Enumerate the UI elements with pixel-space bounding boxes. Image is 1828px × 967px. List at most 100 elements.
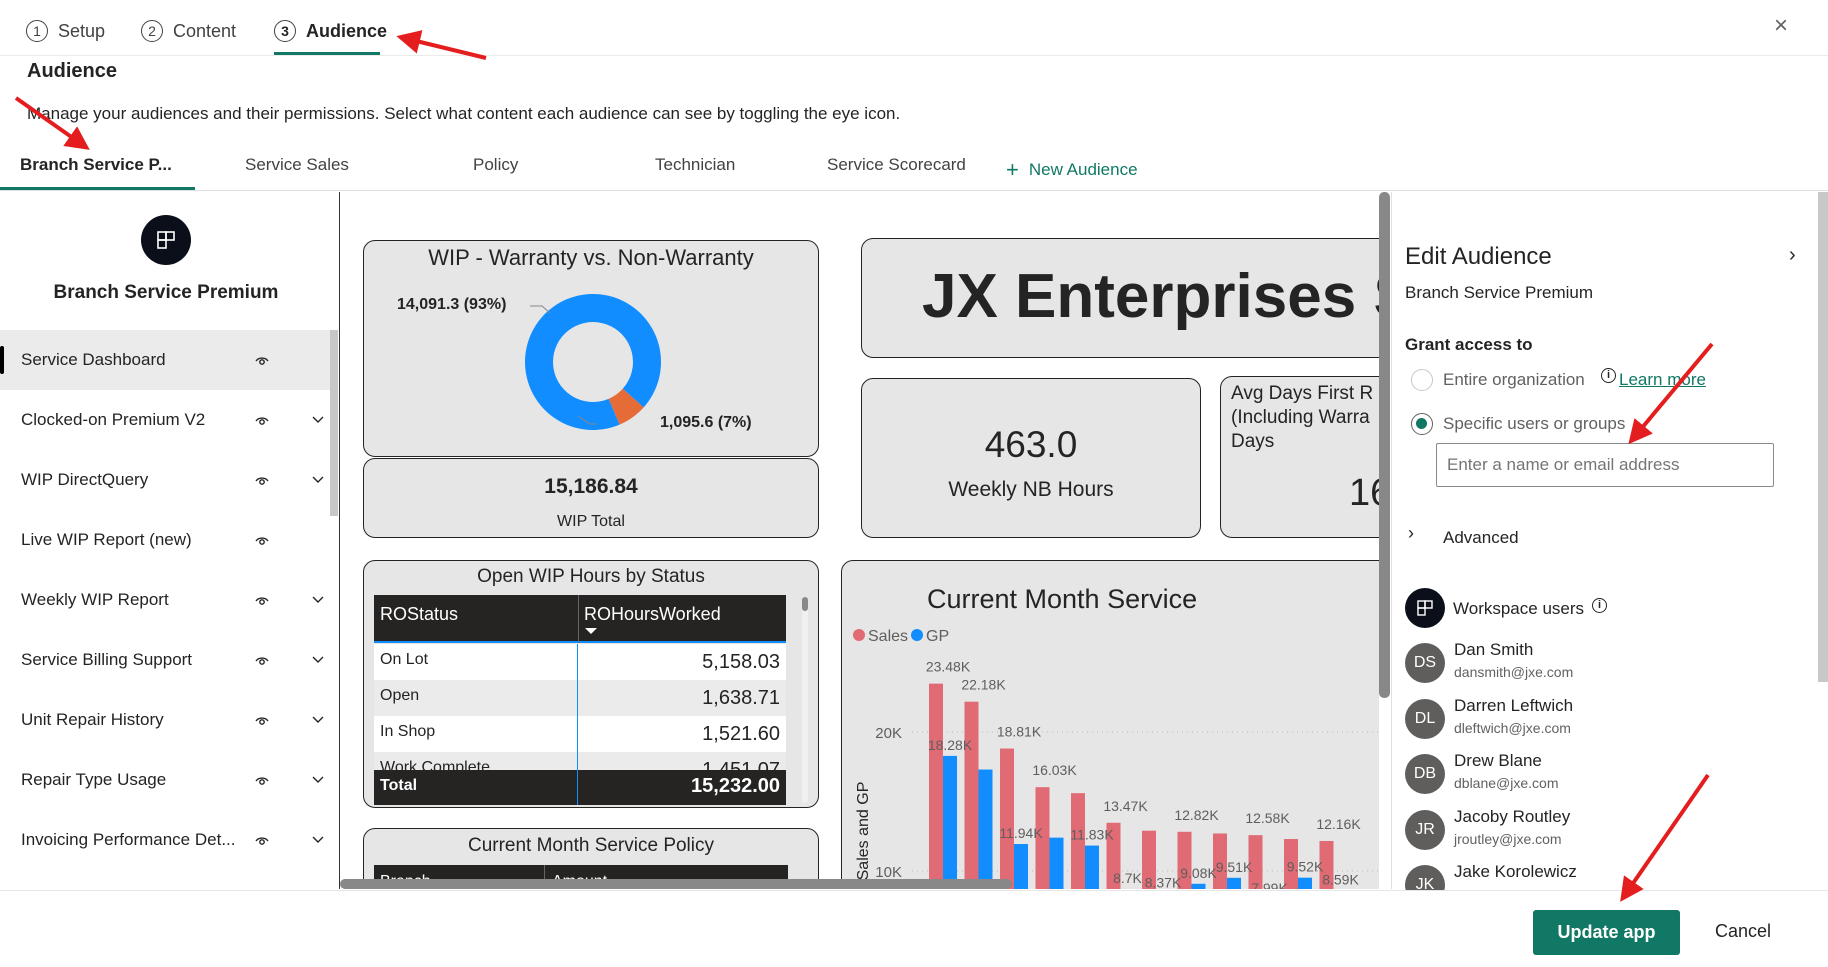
user-name: Jacoby Routley — [1454, 806, 1571, 826]
user-name: Dan Smith — [1454, 640, 1534, 659]
eye-icon[interactable] — [254, 532, 270, 548]
bar-gp[interactable] — [1298, 877, 1312, 889]
sidebar-item-label: Invoicing Performance Det... — [21, 830, 236, 849]
donut-slice-warranty[interactable] — [608, 388, 644, 425]
cancel-button[interactable]: Cancel — [1715, 921, 1772, 941]
card-title: Open WIP Hours by Status — [477, 566, 705, 587]
bar-gp[interactable] — [943, 755, 957, 889]
bar-sales[interactable] — [1142, 830, 1156, 889]
bar-sales[interactable] — [964, 701, 979, 889]
step-number: 2 — [141, 20, 163, 42]
people-search-input[interactable] — [1436, 443, 1774, 487]
tab-service-scorecard[interactable]: Service Scorecard — [827, 155, 966, 174]
new-audience-button[interactable]: + New Audience — [1006, 155, 1138, 182]
step-content[interactable]: 2 Content — [141, 20, 236, 42]
step-audience[interactable]: 3 Audience — [274, 20, 387, 42]
collapse-panel-chevron-icon[interactable]: › — [1789, 244, 1796, 266]
bar-gp[interactable] — [1191, 883, 1206, 889]
eye-icon[interactable] — [254, 352, 270, 368]
bar-gp[interactable] — [1014, 844, 1028, 889]
advanced-toggle[interactable]: Advanced — [1443, 528, 1519, 547]
table-row: On Lot 5,158.03 — [374, 644, 786, 680]
sidebar-item[interactable]: Service Billing Support — [0, 630, 330, 690]
sidebar-item[interactable]: Service Dashboard — [0, 330, 330, 390]
eye-icon[interactable] — [254, 712, 270, 728]
sidebar-item[interactable]: Unit Repair History — [0, 690, 330, 750]
tab-branch-service-premium[interactable]: Branch Service P... — [20, 155, 172, 174]
close-icon[interactable]: × — [1774, 12, 1789, 39]
avg-days-title-line: Avg Days First R — [1231, 383, 1374, 404]
sidebar-item[interactable]: Weekly WIP Report — [0, 570, 330, 630]
bar-sales[interactable] — [1000, 748, 1014, 889]
chevron-down-icon[interactable] — [311, 412, 325, 426]
tab-policy[interactable]: Policy — [473, 155, 519, 174]
chevron-down-icon[interactable] — [311, 592, 325, 606]
bar-sales[interactable] — [1284, 839, 1298, 889]
chevron-down-icon[interactable] — [311, 472, 325, 486]
bar-gp[interactable] — [978, 769, 993, 889]
user-name: Jake Korolewicz — [1454, 862, 1577, 881]
chevron-down-icon[interactable] — [311, 712, 325, 726]
eye-icon[interactable] — [254, 412, 270, 428]
data-label-sales: 23.48K — [926, 659, 971, 675]
entire-organization-radio[interactable] — [1411, 369, 1433, 391]
learn-more-link[interactable]: Learn more — [1619, 370, 1706, 389]
donut-slice-non-warranty[interactable] — [525, 294, 661, 430]
user-name: Drew Blane — [1454, 751, 1542, 770]
chevron-down-icon[interactable] — [311, 652, 325, 666]
specific-users-label[interactable]: Specific users or groups — [1443, 414, 1626, 433]
bar-sales[interactable] — [1213, 833, 1227, 889]
bar-sales[interactable] — [1071, 793, 1085, 889]
info-icon[interactable]: i — [1592, 598, 1607, 613]
status-cell: In Shop — [380, 723, 436, 740]
eye-icon[interactable] — [254, 832, 270, 848]
nb-hours-value: 463.0 — [984, 424, 1078, 465]
user-list-item: DS Dan Smith dansmith@jxe.com — [1405, 640, 1805, 690]
bar-gp[interactable] — [1049, 837, 1064, 889]
divider — [0, 55, 1828, 56]
bar-sales[interactable] — [1106, 822, 1121, 889]
tab-service-sales[interactable]: Service Sales — [245, 155, 349, 174]
sidebar-item[interactable]: Clocked-on Premium V2 — [0, 390, 330, 450]
eye-icon[interactable] — [254, 472, 270, 488]
canvas-horizontal-scrollbar[interactable] — [340, 879, 1012, 889]
bar-sales[interactable] — [1319, 840, 1334, 889]
total-value: 15,232.00 — [691, 775, 780, 797]
step-setup[interactable]: 1 Setup — [26, 20, 105, 42]
bar-sales[interactable] — [1177, 831, 1192, 889]
avatar: DS — [1405, 643, 1445, 683]
data-label-sales: 12.58K — [1245, 810, 1290, 826]
tab-technician[interactable]: Technician — [655, 155, 736, 174]
eye-icon[interactable] — [254, 652, 270, 668]
column-header-rostatus[interactable]: ROStatus — [380, 604, 459, 624]
table-scrollbar[interactable] — [802, 597, 808, 803]
sidebar-item[interactable]: Live WIP Report (new) — [0, 510, 330, 570]
sidebar-scrollbar[interactable] — [330, 330, 338, 516]
bar-sales[interactable] — [1035, 787, 1050, 889]
sidebar-item[interactable]: Repair Type Usage — [0, 750, 330, 810]
workspace-icon — [1405, 588, 1445, 628]
update-app-button[interactable]: Update app — [1533, 910, 1680, 955]
sidebar-item[interactable]: WIP DirectQuery — [0, 450, 330, 510]
chevron-down-icon[interactable] — [311, 772, 325, 786]
avatar: DB — [1405, 754, 1445, 794]
bar-gp[interactable] — [1085, 845, 1099, 889]
column-header-rohoursworked[interactable]: ROHoursWorked — [584, 604, 721, 624]
entire-organization-label[interactable]: Entire organization — [1443, 370, 1585, 389]
eye-icon[interactable] — [254, 772, 270, 788]
table-row: In Shop 1,521.60 — [374, 716, 786, 752]
canvas-vertical-scrollbar[interactable] — [1379, 192, 1390, 698]
bar-sales[interactable] — [929, 683, 943, 889]
step-label: Setup — [58, 20, 106, 41]
data-label-gp: 8.7K — [1113, 870, 1142, 886]
chevron-down-icon[interactable] — [311, 832, 325, 846]
info-icon[interactable]: i — [1601, 368, 1616, 383]
bar-gp[interactable] — [1227, 877, 1241, 889]
advanced-chevron-icon[interactable]: › — [1408, 523, 1414, 543]
panel-scrollbar[interactable] — [1818, 192, 1828, 682]
specific-users-radio[interactable] — [1411, 413, 1433, 435]
eye-icon[interactable] — [254, 592, 270, 608]
sidebar-item[interactable]: Invoicing Performance Det... — [0, 810, 330, 870]
bar-sales[interactable] — [1248, 835, 1263, 889]
hours-cell: 1,451.07 — [702, 759, 780, 771]
